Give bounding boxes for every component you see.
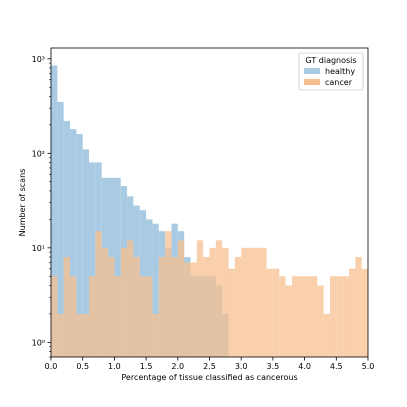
bar-cancer-30: [241, 247, 248, 357]
bar-cancer-8: [101, 247, 109, 357]
bar-healthy-10: [114, 177, 121, 357]
bar-cancer-28: [228, 268, 235, 357]
x-axis: 0.0 0.5 1.0 1.5 2.0 2.5 3.0 3.5 4.0 4.5 5.0: [45, 357, 375, 371]
x-tick-label-0: 0.0: [45, 362, 58, 371]
bar-cancer-32: [253, 247, 261, 357]
legend-swatch-healthy: [304, 68, 320, 74]
bar-cancer-13: [133, 256, 140, 357]
bar-cancer-20: [177, 240, 185, 357]
x-tick-label-3: 1.5: [140, 362, 153, 371]
bar-cancer-4: [76, 313, 83, 357]
bar-cancer-36: [279, 276, 286, 357]
x-tick-label-9: 4.5: [330, 362, 343, 371]
bar-cancer-3: [70, 276, 77, 357]
bar-cancer-27: [222, 247, 229, 357]
y-tick-label-1: 10¹: [32, 244, 45, 253]
bar-cancer-39: [298, 276, 305, 357]
bar-healthy-1: [57, 101, 64, 358]
bar-cancer-9: [108, 256, 115, 357]
y-axis-label: Number of scans: [18, 169, 27, 237]
bar-cancer-5: [82, 313, 90, 357]
y-axis: 10⁰ 10¹ 10² 10³: [32, 55, 51, 358]
bar-cancer-25: [209, 247, 216, 357]
x-tick-label-4: 2.0: [171, 362, 184, 371]
bar-cancer-35: [272, 268, 280, 357]
x-tick-label-10: 5.0: [362, 362, 375, 371]
bar-cancer-6: [89, 276, 96, 357]
bar-healthy-6: [89, 162, 96, 357]
legend-title: GT diagnosis: [305, 56, 356, 65]
bar-healthy-5: [82, 149, 90, 357]
bar-cancer-14: [139, 276, 147, 357]
bar-cancer-16: [152, 313, 159, 357]
legend-label-cancer: cancer: [325, 78, 353, 87]
bar-cancer-34: [266, 268, 273, 357]
x-tick-label-1: 0.5: [76, 362, 89, 371]
bar-cancer-45: [336, 276, 343, 357]
x-tick-label-8: 4.0: [298, 362, 311, 371]
bar-cancer-23: [196, 240, 204, 357]
bar-cancer-44: [329, 276, 337, 357]
legend: GT diagnosis healthy cancer: [298, 52, 364, 91]
bar-cancer-48: [355, 256, 362, 357]
x-tick-label-7: 3.5: [267, 362, 280, 371]
bar-cancer-19: [171, 256, 178, 357]
bar-healthy-0: [51, 65, 58, 357]
legend-label-healthy: healthy: [325, 67, 355, 76]
y-tick-label-2: 10²: [32, 149, 45, 158]
bar-cancer-1: [57, 313, 64, 357]
bar-cancer-22: [190, 262, 197, 357]
bar-cancer-11: [120, 247, 128, 357]
bar-cancer-15: [146, 276, 153, 357]
bar-cancer-46: [342, 276, 349, 357]
bar-healthy-2: [63, 120, 71, 358]
bar-cancer-26: [215, 240, 223, 357]
bar-healthy-4: [76, 134, 83, 357]
legend-swatch-cancer: [304, 79, 320, 85]
bar-cancer-31: [247, 247, 254, 357]
bar-cancer-2: [63, 256, 71, 357]
bar-cancer-47: [348, 268, 356, 357]
bar-cancer-0: [51, 276, 58, 357]
x-axis-label: Percentage of tissue classified as cance…: [121, 373, 297, 382]
bar-cancer-37: [285, 285, 292, 357]
bar-cancer-17: [158, 256, 166, 357]
bar-cancer-24: [203, 256, 210, 357]
bar-cancer-38: [291, 276, 299, 357]
x-tick-label-2: 1.0: [108, 362, 121, 371]
y-tick-label-3: 10³: [32, 55, 45, 64]
x-tick-label-5: 2.5: [203, 362, 216, 371]
x-tick-label-6: 3.0: [235, 362, 248, 371]
bar-cancer-18: [165, 231, 172, 357]
bar-cancer-21: [184, 262, 191, 357]
y-tick-label-0: 10⁰: [32, 338, 45, 347]
bar-cancer-40: [304, 276, 311, 357]
bar-cancer-42: [317, 285, 324, 357]
bar-cancer-49: [361, 268, 368, 357]
bar-cancer-29: [234, 256, 242, 357]
bar-cancer-7: [95, 231, 102, 357]
bar-healthy-16: [152, 223, 159, 357]
bar-cancer-43: [323, 313, 330, 357]
bar-cancer-10: [114, 276, 121, 357]
bar-cancer-33: [260, 247, 267, 357]
bar-cancer-12: [127, 240, 134, 357]
bar-healthy-3: [70, 129, 77, 357]
histogram-bars: [51, 65, 368, 358]
bar-cancer-41: [310, 276, 318, 357]
